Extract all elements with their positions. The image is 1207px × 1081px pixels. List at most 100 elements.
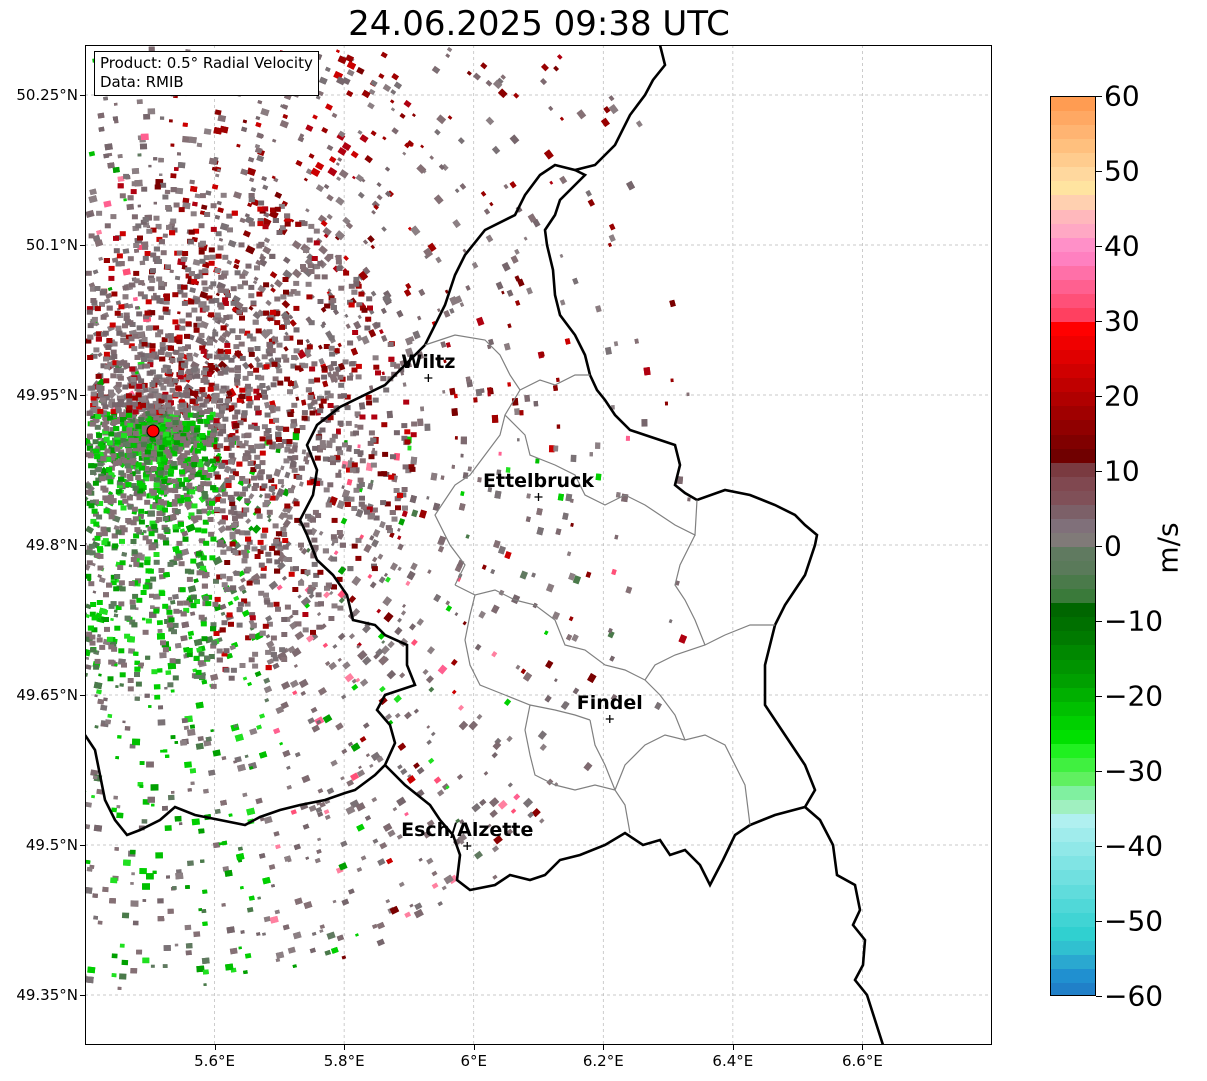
lat-tick-mark bbox=[80, 395, 85, 396]
colorbar-segment bbox=[1051, 800, 1095, 815]
national-border bbox=[384, 168, 819, 892]
colorbar-tick-mark bbox=[1096, 996, 1102, 997]
colorbar-segment bbox=[1051, 307, 1095, 322]
colorbar-segment bbox=[1051, 856, 1095, 871]
colorbar-segment bbox=[1051, 884, 1095, 899]
colorbar-segment bbox=[1051, 940, 1095, 955]
lat-tick-mark bbox=[80, 995, 85, 996]
colorbar-tick-label: −30 bbox=[1104, 754, 1164, 788]
borders bbox=[85, 45, 885, 1045]
colorbar-segment bbox=[1051, 448, 1095, 463]
lat-tick-mark bbox=[80, 245, 85, 246]
lat-tick-label: 50.1°N bbox=[25, 236, 78, 254]
colorbar-segment bbox=[1051, 223, 1095, 238]
data-source-label: Data: RMIB bbox=[100, 73, 184, 91]
colorbar-segment bbox=[1051, 350, 1095, 365]
colorbar-tick-label: 0 bbox=[1104, 529, 1122, 563]
map-canvas: Wiltz Ettelbruck Findel Esch/Alzette bbox=[85, 45, 992, 1045]
colorbar-segment bbox=[1051, 420, 1095, 435]
colorbar-segment bbox=[1051, 926, 1095, 941]
colorbar-segment bbox=[1051, 898, 1095, 913]
colorbar-segment bbox=[1051, 772, 1095, 787]
colorbar-segment bbox=[1051, 954, 1095, 969]
colorbar-segment bbox=[1051, 743, 1095, 758]
colorbar-tick-mark bbox=[1096, 696, 1102, 697]
colorbar-segment bbox=[1051, 659, 1095, 674]
lon-tick-label: 5.8°E bbox=[323, 1052, 365, 1070]
lon-tick-label: 5.6°E bbox=[194, 1052, 235, 1070]
lat-tick-label: 49.65°N bbox=[16, 686, 78, 704]
lon-tick-mark bbox=[344, 1045, 346, 1050]
colorbar-segment bbox=[1051, 870, 1095, 885]
colorbar-tick-label: −20 bbox=[1104, 679, 1164, 713]
colorbar-segment bbox=[1051, 842, 1095, 857]
colorbar-segment bbox=[1051, 167, 1095, 182]
radar-site-marker bbox=[146, 424, 160, 438]
colorbar-tick-mark bbox=[1096, 321, 1102, 322]
state-border bbox=[804, 806, 885, 1045]
colorbar-segment bbox=[1051, 968, 1095, 983]
city-marker-icon bbox=[534, 493, 543, 501]
colorbar-segment bbox=[1051, 631, 1095, 646]
colorbar-tick-label: 60 bbox=[1104, 79, 1140, 113]
colorbar-tick-mark bbox=[1096, 396, 1102, 397]
colorbar-tick-mark bbox=[1096, 621, 1102, 622]
colorbar-segment bbox=[1051, 293, 1095, 308]
colorbar-tick-mark bbox=[1096, 171, 1102, 172]
colorbar-tick-label: 30 bbox=[1104, 304, 1140, 338]
colorbar-segment bbox=[1051, 97, 1095, 112]
colorbar-segment bbox=[1051, 195, 1095, 210]
map-title: 24.06.2025 09:38 UTC bbox=[348, 4, 730, 44]
colorbar-segment bbox=[1051, 139, 1095, 154]
colorbar-segment bbox=[1051, 490, 1095, 505]
radar-map[interactable]: Wiltz Ettelbruck Findel Esch/Alzette bbox=[85, 45, 992, 1045]
colorbar-tick-mark bbox=[1096, 846, 1102, 847]
city-label: Findel bbox=[577, 692, 643, 714]
colorbar-segment bbox=[1051, 617, 1095, 632]
colorbar-segment bbox=[1051, 251, 1095, 266]
colorbar-segment bbox=[1051, 603, 1095, 618]
colorbar-segment bbox=[1051, 378, 1095, 393]
colorbar-segment bbox=[1051, 589, 1095, 604]
colorbar-segment bbox=[1051, 828, 1095, 843]
colorbar-segment bbox=[1051, 462, 1095, 477]
colorbar-segment bbox=[1051, 687, 1095, 702]
lat-tick-mark bbox=[80, 845, 85, 846]
colorbar-label: m/s bbox=[1151, 522, 1185, 574]
colorbar-segment bbox=[1051, 814, 1095, 829]
city-label: Ettelbruck bbox=[483, 470, 594, 492]
colorbar-segment bbox=[1051, 125, 1095, 140]
city-marker-icon bbox=[424, 374, 433, 382]
colorbar-tick-label: 50 bbox=[1104, 154, 1140, 188]
city-label: Esch/Alzette bbox=[401, 819, 533, 841]
colorbar-segment bbox=[1051, 673, 1095, 688]
lat-tick-label: 49.95°N bbox=[16, 386, 78, 404]
colorbar-tick-mark bbox=[1096, 246, 1102, 247]
colorbar-tick-label: −40 bbox=[1104, 829, 1164, 863]
product-label: Product: 0.5° Radial Velocity bbox=[100, 54, 313, 72]
radar-echoes bbox=[85, 46, 691, 990]
lon-tick-mark bbox=[732, 1045, 734, 1050]
lon-tick-mark bbox=[214, 1045, 216, 1050]
colorbar-segment bbox=[1051, 322, 1095, 337]
colorbar-segment bbox=[1051, 153, 1095, 168]
colorbar-segment bbox=[1051, 265, 1095, 280]
colorbar-segment bbox=[1051, 364, 1095, 379]
colorbar-tick-mark bbox=[1096, 471, 1102, 472]
colorbar-segment bbox=[1051, 336, 1095, 351]
colorbar-segment bbox=[1051, 209, 1095, 224]
colorbar-segment bbox=[1051, 561, 1095, 576]
colorbar-segment bbox=[1051, 786, 1095, 801]
colorbar-segment bbox=[1051, 645, 1095, 660]
colorbar-segment bbox=[1051, 504, 1095, 519]
colorbar-segment bbox=[1051, 392, 1095, 407]
colorbar-segment bbox=[1051, 237, 1095, 252]
colorbar-tick-mark bbox=[1096, 921, 1102, 922]
colorbar-tick-mark bbox=[1096, 771, 1102, 772]
colorbar-segment bbox=[1051, 757, 1095, 772]
colorbar-tick-label: −60 bbox=[1104, 979, 1164, 1013]
lat-tick-label: 50.25°N bbox=[16, 86, 78, 104]
district-border bbox=[424, 334, 775, 834]
lon-tick-label: 6.4°E bbox=[712, 1052, 754, 1070]
colorbar-segment bbox=[1051, 701, 1095, 716]
